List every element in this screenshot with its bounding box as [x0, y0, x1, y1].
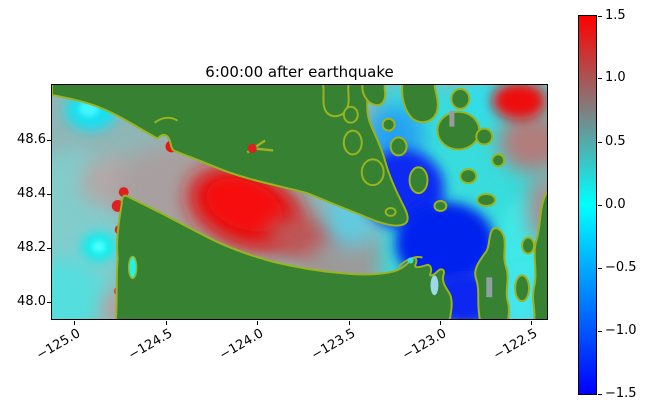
colorbar-tick-mark: [598, 268, 602, 269]
colorbar-tick-label: −1.0: [605, 323, 637, 338]
coastal-details: [127, 110, 493, 298]
colorbar-tick-mark: [598, 142, 602, 143]
colorbar-tick-label: 0.5: [605, 134, 626, 149]
x-tick-mark: [74, 321, 75, 325]
gray-channel: [449, 110, 455, 127]
x-tick-mark: [531, 321, 532, 325]
y-tick-label: 48.4: [17, 186, 46, 201]
y-tick-label: 48.2: [17, 240, 46, 255]
y-tick-mark: [47, 140, 51, 141]
y-tick-label: 48.0: [17, 294, 46, 309]
colorbar-tick-mark: [598, 16, 602, 17]
x-tick-mark: [257, 321, 258, 325]
x-tick-label: −125.0: [33, 326, 83, 364]
colorbar-tick-label: −0.5: [605, 260, 637, 275]
land-east-mainland: [532, 190, 547, 319]
x-tick-label: −124.0: [216, 326, 266, 364]
x-tick-label: −123.5: [308, 326, 358, 364]
y-tick-mark: [47, 248, 51, 249]
colorbar-tick-label: −1.5: [605, 386, 637, 401]
x-tick-label: −124.5: [125, 326, 175, 364]
x-tick-label: −123.0: [399, 326, 449, 364]
x-tick-mark: [349, 321, 350, 325]
colorbar-tick-label: 1.5: [605, 8, 626, 23]
plot-title: 6:00:00 after earthquake: [205, 63, 394, 81]
x-tick-mark: [166, 321, 167, 325]
map-plot-area: [51, 84, 548, 320]
y-tick-mark: [47, 302, 51, 303]
land-masses: [52, 85, 547, 319]
land-southeast-island: [474, 227, 511, 319]
colorbar-tick-label: 1.0: [605, 70, 626, 85]
colorbar-tick-mark: [598, 394, 602, 395]
coastal-lake: [127, 255, 138, 280]
y-tick-mark: [47, 194, 51, 195]
land-north: [52, 85, 409, 227]
x-tick-mark: [440, 321, 441, 325]
colorbar: [578, 15, 597, 395]
map-heatmap: [52, 85, 547, 319]
colorbar-tick-mark: [598, 78, 602, 79]
land-south: [114, 194, 453, 319]
colorbar-tick-mark: [598, 205, 602, 206]
colorbar-tick-label: 0.0: [605, 197, 626, 212]
x-tick-label: −122.5: [490, 326, 540, 364]
colorbar-tick-mark: [598, 331, 602, 332]
gray-islet: [486, 277, 493, 298]
y-tick-label: 48.6: [17, 132, 46, 147]
